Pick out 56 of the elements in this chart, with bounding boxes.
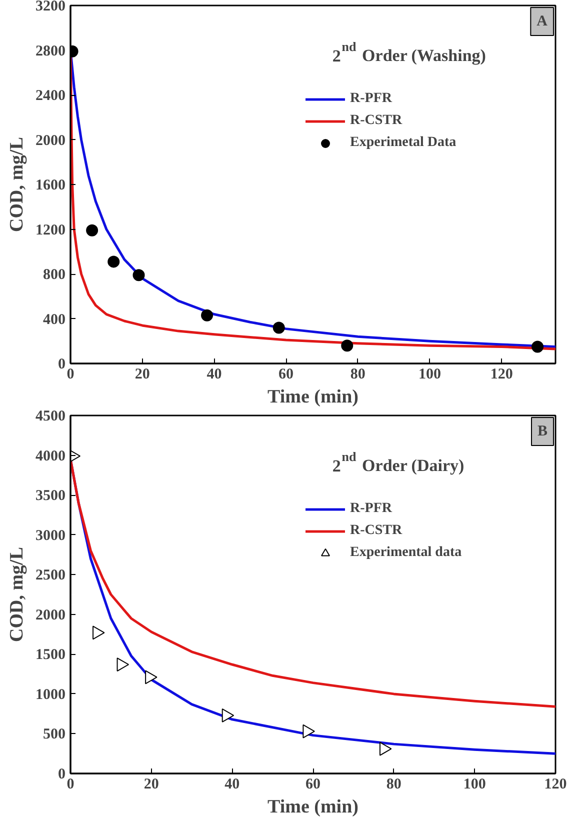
- annotation: A: [536, 14, 548, 30]
- y-tick-label: 3200: [36, 0, 66, 14]
- x-tick-label: 60: [306, 776, 320, 792]
- x-tick-label: 120: [544, 776, 567, 792]
- legend-label: Experimetal Data: [350, 135, 456, 151]
- point: [132, 269, 145, 282]
- y-tick-label: 2800: [36, 43, 66, 60]
- legend-label: R-CSTR: [350, 523, 402, 539]
- annotation: B: [537, 424, 548, 440]
- y-tick-label: 1000: [36, 686, 66, 703]
- legend-label: Experimental data: [350, 545, 462, 561]
- y-tick-label: 500: [43, 726, 66, 743]
- point: [201, 309, 214, 322]
- point: [272, 322, 285, 334]
- point: [86, 224, 98, 236]
- x-tick-label: 20: [144, 776, 159, 792]
- legend-label: R-PFR: [350, 501, 392, 517]
- point: [108, 256, 120, 268]
- x-tick-label: 100: [418, 366, 442, 382]
- point: [222, 708, 234, 722]
- legend-label: R-CSTR: [350, 113, 402, 129]
- y-tick-label: 400: [43, 312, 66, 328]
- y-tick-label: 1500: [36, 647, 66, 664]
- legend-label: R-PFR: [350, 91, 392, 107]
- y-tick-label: 0: [58, 356, 66, 372]
- point: [341, 340, 354, 352]
- point: [116, 658, 130, 672]
- y-tick-label: 2000: [36, 132, 66, 149]
- y-tick-label: 1200: [36, 222, 66, 238]
- point: [532, 340, 544, 353]
- point: [145, 670, 158, 684]
- x-tick-label: 80: [386, 776, 402, 792]
- y-tick-label: 800: [43, 267, 66, 283]
- x-tick-label: 40: [224, 776, 240, 792]
- x-tick-label: 120: [490, 366, 513, 382]
- y-tick-label: 1600: [36, 178, 66, 194]
- point: [92, 626, 105, 640]
- y-tick-label: 2400: [36, 88, 66, 104]
- y-tick-label: 3000: [36, 528, 66, 544]
- y-axis-title: COD, mg/L: [6, 137, 28, 232]
- x-tick-label: 40: [206, 366, 222, 382]
- x-tick-label: 100: [463, 776, 486, 792]
- y-tick-label: 0: [58, 766, 66, 782]
- y-tick-label: 3500: [36, 488, 66, 504]
- x-tick-label: 80: [350, 366, 366, 382]
- x-axis-title: Time (min): [268, 386, 358, 408]
- x-tick-label: 60: [278, 366, 294, 382]
- point: [379, 742, 392, 756]
- y-tick-label: 2500: [36, 568, 66, 584]
- y-tick-label: 2000: [36, 607, 66, 624]
- point: [302, 724, 315, 738]
- y-axis-title: COD, mg/L: [6, 547, 28, 642]
- x-tick-label: 20: [134, 366, 150, 382]
- y-tick-label: 4500: [36, 408, 66, 424]
- x-axis-title: Time (min): [268, 796, 358, 818]
- y-tick-label: 4000: [36, 448, 66, 464]
